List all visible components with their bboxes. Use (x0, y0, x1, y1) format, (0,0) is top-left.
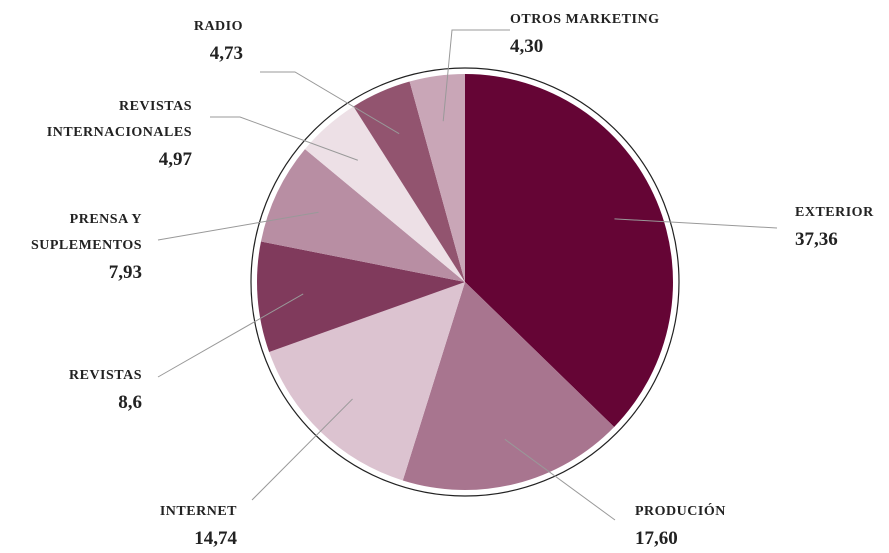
pie-slice (260, 149, 465, 282)
slice-label: REVISTAS INTERNACIONALES 4,97 (47, 94, 192, 174)
pie-slice (353, 81, 465, 282)
category-label: RADIO (193, 19, 243, 34)
pie-slice (305, 106, 465, 282)
leader-line (157, 211, 319, 241)
category-label: REVISTAS INTERNACIONALES (46, 99, 192, 140)
leader-line (210, 116, 358, 161)
value-label: 17,60 (635, 528, 678, 549)
slice-label: REVISTAS 8,6 (69, 363, 142, 417)
leader-line (157, 293, 304, 378)
slice-label: RADIO 4,73 (194, 14, 243, 68)
slice-label: PRENSA Y SUPLEMENTOS 7,93 (31, 207, 142, 287)
category-label: EXTERIOR (795, 205, 874, 220)
leader-line (442, 29, 510, 122)
pie-slice (465, 74, 673, 427)
pie-slice (257, 241, 465, 352)
category-label: PRODUCIÓN (635, 504, 726, 519)
category-label: OTROS MARKETING (510, 12, 660, 27)
pie-slice (409, 74, 465, 282)
value-label: 8,6 (118, 392, 142, 413)
category-label: PRENSA Y SUPLEMENTOS (30, 212, 142, 253)
pie-slice (269, 282, 465, 481)
value-label: 4,30 (510, 36, 544, 57)
slice-label: INTERNET 14,74 (160, 499, 237, 553)
slice-label: PRODUCIÓN 17,60 (635, 499, 726, 553)
value-label: 4,73 (209, 43, 243, 64)
value-label: 7,93 (108, 262, 142, 283)
slice-label: EXTERIOR 37,36 (795, 200, 874, 254)
pie-ring (250, 67, 680, 497)
leader-line (260, 71, 400, 135)
value-label: 14,74 (194, 528, 237, 549)
leader-line (614, 218, 778, 229)
pie-slice (402, 282, 615, 490)
category-label: REVISTAS (69, 368, 142, 383)
leader-line (504, 438, 616, 521)
slice-label: OTROS MARKETING 4,30 (510, 7, 659, 61)
value-label: 4,97 (158, 149, 192, 170)
category-label: INTERNET (159, 504, 237, 519)
leader-line (251, 398, 353, 501)
value-label: 37,36 (795, 229, 838, 250)
